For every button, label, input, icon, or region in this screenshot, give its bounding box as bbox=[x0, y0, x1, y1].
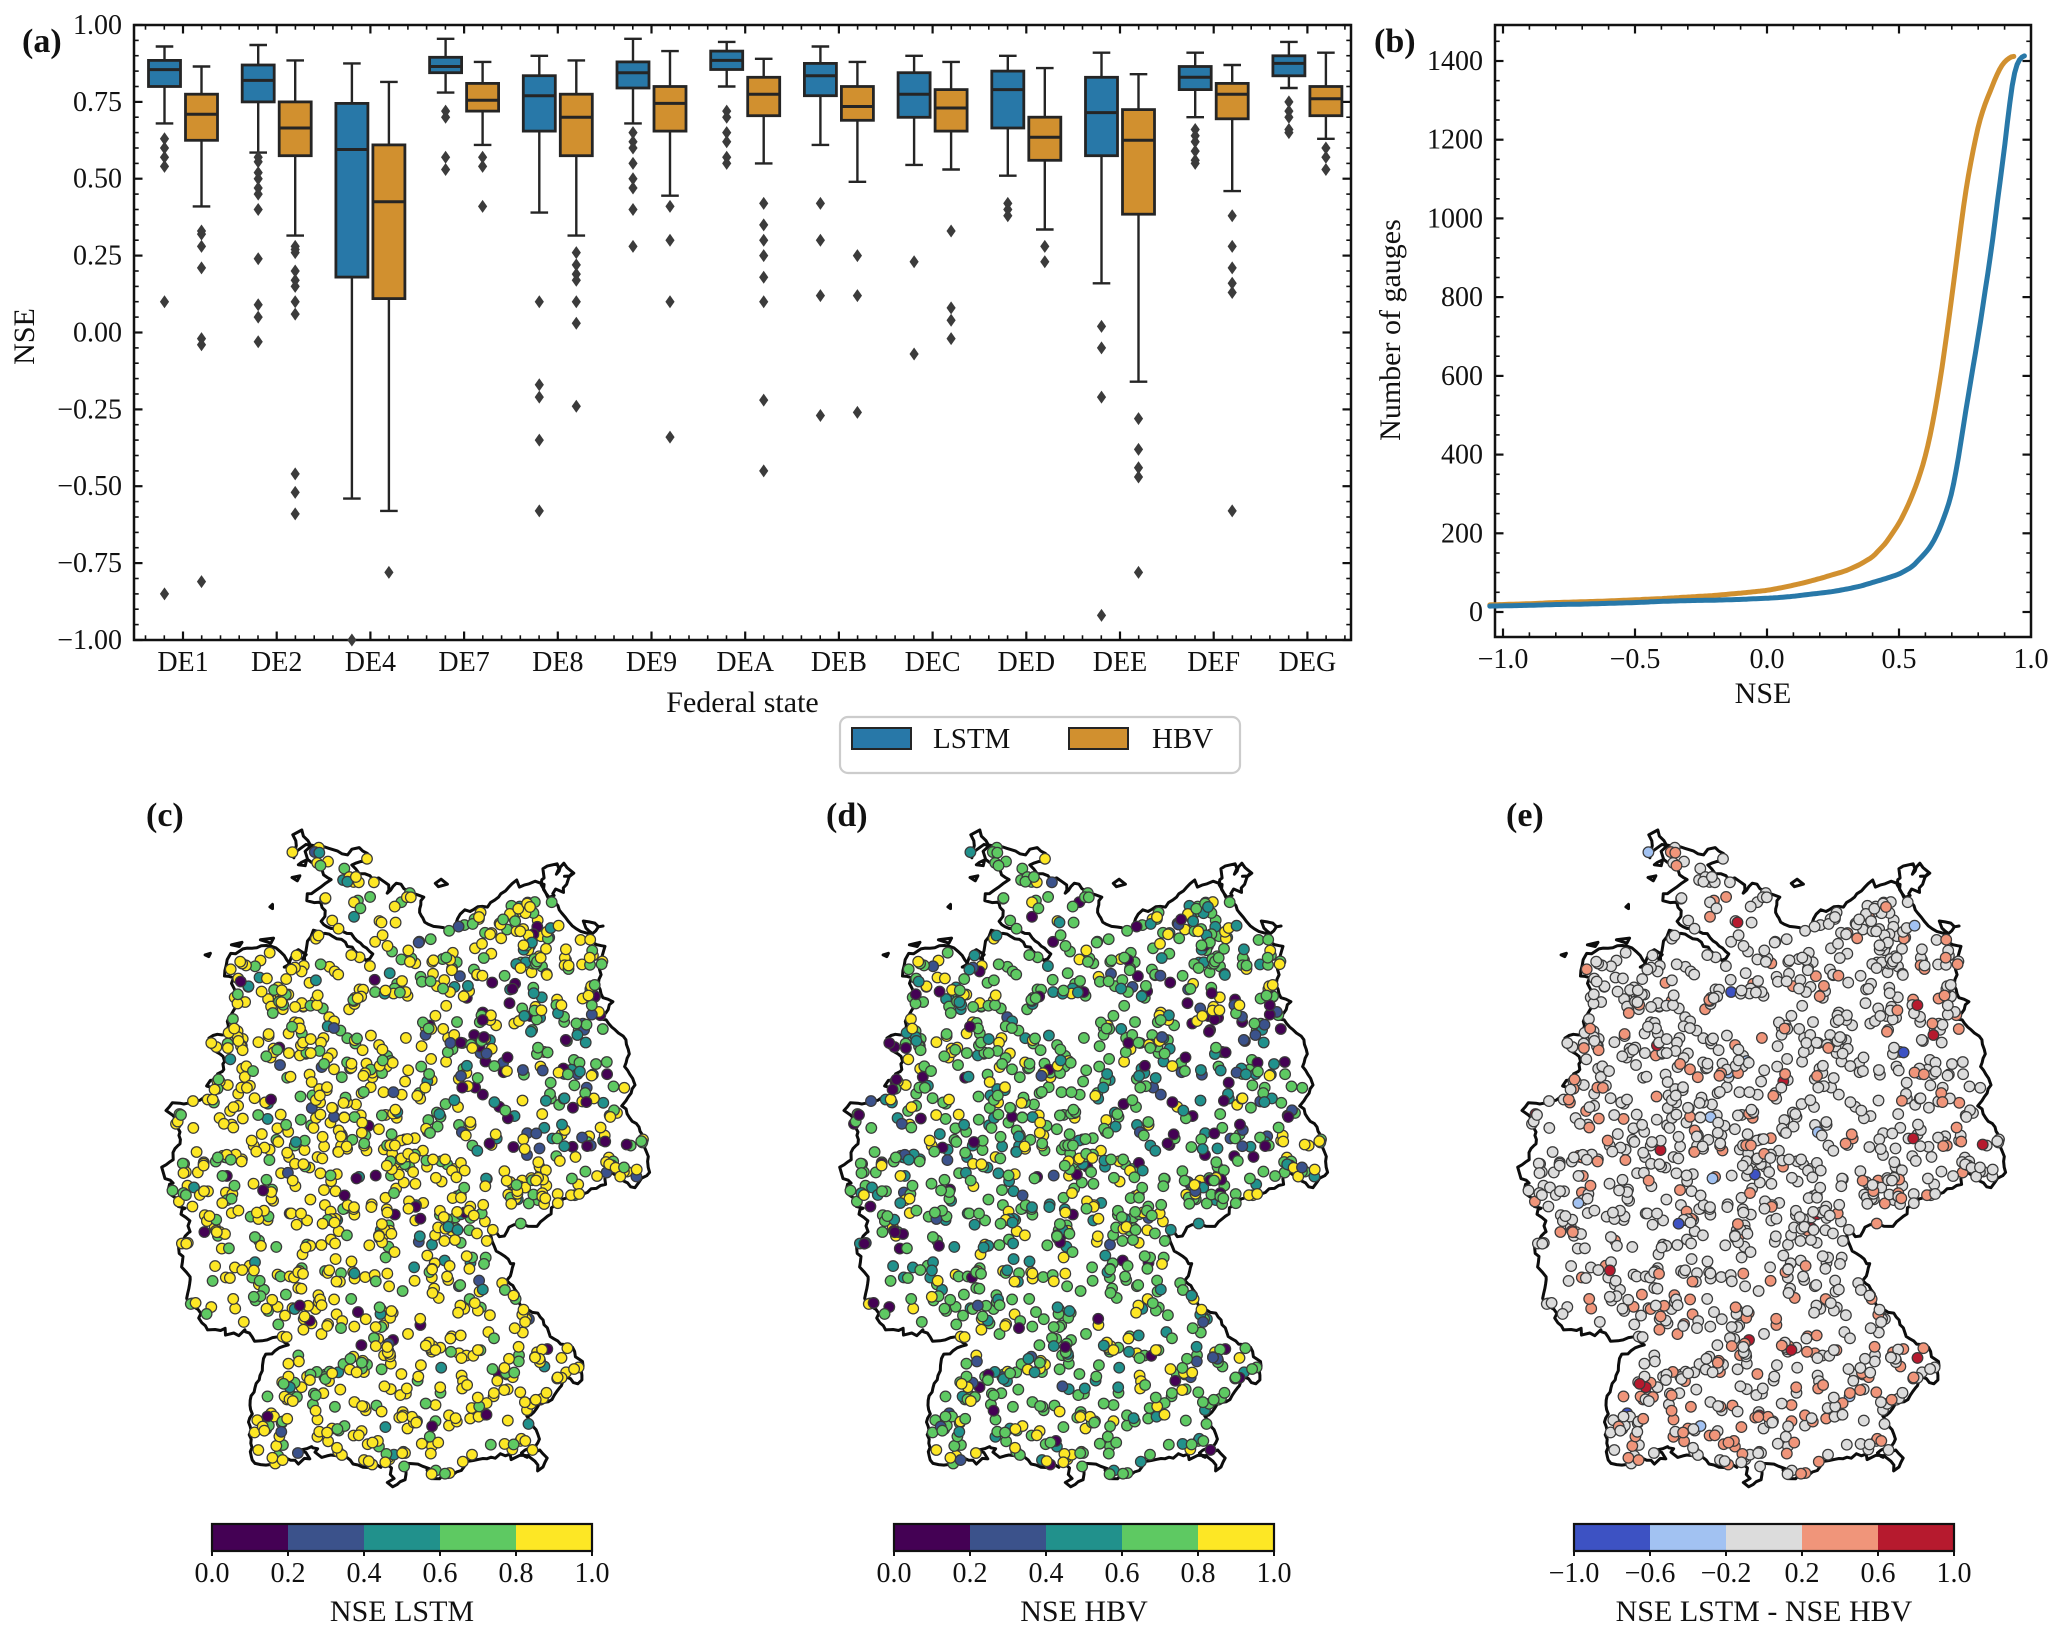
svg-text:0.6: 0.6 bbox=[423, 1558, 458, 1589]
svg-text:−0.25: −0.25 bbox=[57, 394, 122, 425]
svg-text:(a): (a) bbox=[22, 23, 62, 60]
svg-text:0.5: 0.5 bbox=[1882, 644, 1917, 675]
svg-text:200: 200 bbox=[1441, 518, 1483, 549]
svg-text:0.0: 0.0 bbox=[877, 1558, 912, 1589]
svg-text:(b): (b) bbox=[1374, 23, 1416, 60]
svg-text:0.8: 0.8 bbox=[499, 1558, 534, 1589]
svg-text:DEC: DEC bbox=[905, 647, 961, 678]
svg-text:−0.50: −0.50 bbox=[57, 471, 122, 502]
svg-text:NSE: NSE bbox=[1735, 677, 1792, 710]
svg-text:0.6: 0.6 bbox=[1861, 1558, 1896, 1589]
svg-text:−1.00: −1.00 bbox=[57, 625, 122, 656]
svg-text:−0.6: −0.6 bbox=[1625, 1558, 1676, 1589]
svg-text:0.75: 0.75 bbox=[73, 87, 122, 118]
svg-text:400: 400 bbox=[1441, 440, 1483, 471]
svg-text:1200: 1200 bbox=[1427, 125, 1483, 156]
svg-text:0.6: 0.6 bbox=[1105, 1558, 1140, 1589]
svg-text:−0.2: −0.2 bbox=[1701, 1558, 1752, 1589]
svg-text:1.0: 1.0 bbox=[1257, 1558, 1292, 1589]
svg-text:(e): (e) bbox=[1506, 797, 1544, 834]
svg-text:0.8: 0.8 bbox=[1181, 1558, 1216, 1589]
svg-text:DEF: DEF bbox=[1187, 647, 1240, 678]
svg-text:DEG: DEG bbox=[1279, 647, 1337, 678]
svg-text:800: 800 bbox=[1441, 282, 1483, 313]
svg-text:DE7: DE7 bbox=[438, 647, 489, 678]
svg-text:(d): (d) bbox=[826, 797, 868, 834]
svg-text:0.00: 0.00 bbox=[73, 318, 122, 349]
svg-text:1.0: 1.0 bbox=[1937, 1558, 1972, 1589]
svg-text:−1.0: −1.0 bbox=[1478, 644, 1529, 675]
svg-text:DEB: DEB bbox=[811, 647, 867, 678]
svg-text:0.2: 0.2 bbox=[271, 1558, 306, 1589]
svg-text:−1.0: −1.0 bbox=[1549, 1558, 1600, 1589]
svg-text:1.0: 1.0 bbox=[575, 1558, 610, 1589]
svg-text:1.0: 1.0 bbox=[2014, 644, 2049, 675]
svg-text:HBV: HBV bbox=[1152, 723, 1213, 755]
svg-text:1.00: 1.00 bbox=[73, 10, 122, 41]
svg-text:0.0: 0.0 bbox=[195, 1558, 230, 1589]
svg-text:(c): (c) bbox=[146, 797, 184, 834]
svg-text:DE1: DE1 bbox=[157, 647, 208, 678]
svg-text:DEE: DEE bbox=[1093, 647, 1147, 678]
svg-text:0.2: 0.2 bbox=[1785, 1558, 1820, 1589]
svg-text:NSE HBV: NSE HBV bbox=[1020, 1595, 1148, 1628]
svg-text:0.25: 0.25 bbox=[73, 241, 122, 272]
svg-text:0.4: 0.4 bbox=[347, 1558, 382, 1589]
svg-text:DE4: DE4 bbox=[345, 647, 396, 678]
svg-text:0.2: 0.2 bbox=[953, 1558, 988, 1589]
svg-text:−0.5: −0.5 bbox=[1610, 644, 1661, 675]
svg-text:NSE LSTM - NSE HBV: NSE LSTM - NSE HBV bbox=[1616, 1595, 1913, 1628]
svg-text:Number of gauges: Number of gauges bbox=[1374, 219, 1407, 441]
svg-text:NSE: NSE bbox=[8, 308, 41, 365]
svg-text:DE2: DE2 bbox=[251, 647, 302, 678]
svg-text:0.50: 0.50 bbox=[73, 164, 122, 195]
svg-text:0: 0 bbox=[1469, 597, 1483, 628]
svg-text:NSE LSTM: NSE LSTM bbox=[330, 1595, 474, 1628]
svg-text:LSTM: LSTM bbox=[933, 723, 1010, 755]
svg-text:DED: DED bbox=[998, 647, 1056, 678]
svg-text:1400: 1400 bbox=[1427, 46, 1483, 77]
svg-text:0.0: 0.0 bbox=[1750, 644, 1785, 675]
svg-text:DE8: DE8 bbox=[532, 647, 583, 678]
svg-text:600: 600 bbox=[1441, 361, 1483, 392]
svg-text:DEA: DEA bbox=[716, 647, 774, 678]
svg-text:1000: 1000 bbox=[1427, 203, 1483, 234]
svg-text:DE9: DE9 bbox=[626, 647, 677, 678]
svg-text:Federal state: Federal state bbox=[666, 686, 818, 719]
svg-text:−0.75: −0.75 bbox=[57, 548, 122, 579]
svg-text:0.4: 0.4 bbox=[1029, 1558, 1064, 1589]
